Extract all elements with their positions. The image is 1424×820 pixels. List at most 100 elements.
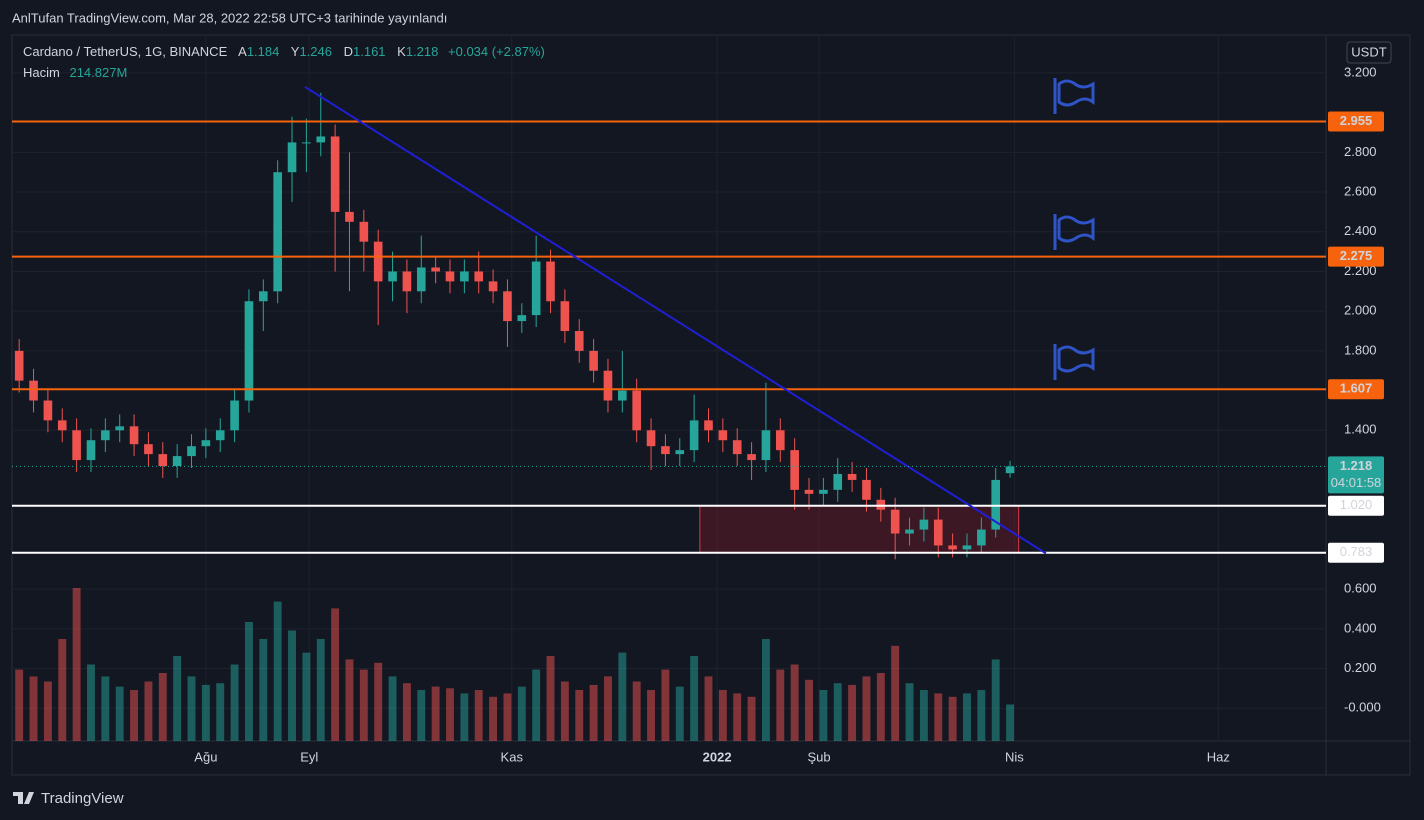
- candle-body: [57, 420, 67, 431]
- x-tick-label: 2022: [703, 749, 732, 764]
- volume-bar: [647, 690, 655, 741]
- volume-bar: [273, 601, 282, 741]
- x-tick-label: Nis: [1005, 749, 1024, 764]
- level-tag: [1328, 495, 1384, 516]
- volume-bar: [331, 608, 340, 741]
- volume-bar: [876, 673, 885, 741]
- level-tag: [1328, 379, 1384, 400]
- brand: TradingView: [41, 790, 124, 807]
- flags: [1053, 78, 1095, 380]
- volume-bar: [704, 676, 713, 741]
- volume-bar: [761, 639, 770, 741]
- candle-body: [215, 430, 225, 441]
- volume-bar: [776, 669, 785, 741]
- candle-body: [632, 390, 641, 431]
- volume-bar: [819, 690, 828, 741]
- candle-body: [345, 211, 354, 222]
- high-value: 1.246: [299, 44, 332, 59]
- volume-bar: [72, 588, 81, 741]
- volume-bar: [747, 696, 756, 741]
- volume-bar: [316, 639, 325, 741]
- volume-bar: [216, 683, 225, 741]
- volume-bar: [546, 656, 555, 741]
- volume-bar: [1006, 704, 1015, 741]
- volume-bar: [589, 684, 598, 741]
- candle-body: [675, 450, 685, 455]
- volume-bar: [245, 622, 253, 741]
- candle-body: [388, 271, 397, 282]
- symbol: Cardano / TetherUS, 1G, BINANCE: [23, 44, 228, 59]
- volume-bar: [805, 679, 813, 741]
- candle-body: [287, 142, 297, 173]
- volume-bar: [517, 686, 526, 741]
- legend-row: Cardano / TetherUS, 1G, BINANCE A1.184 Y…: [23, 44, 545, 59]
- volume-legend: Hacim 214.827M: [23, 65, 127, 80]
- candle-body: [445, 271, 455, 282]
- volume-bar: [575, 690, 584, 741]
- volume-pane: [15, 588, 1015, 741]
- logo-mark: [13, 792, 34, 804]
- currency-box[interactable]: [1346, 41, 1392, 64]
- y-tick-label: -0.000: [1344, 700, 1381, 715]
- zone: [699, 505, 1020, 554]
- low-value: 1.161: [353, 44, 386, 59]
- candle-body: [402, 271, 412, 292]
- panel-border: [11, 34, 1411, 776]
- volume-bar: [374, 662, 383, 741]
- trendline: [304, 85, 1047, 555]
- volume-key: Hacim: [23, 65, 60, 80]
- candle-body: [172, 456, 182, 467]
- volume-bar: [632, 681, 641, 741]
- y-tick-label: 0.400: [1344, 620, 1377, 635]
- candle-body: [302, 142, 311, 144]
- candle-body: [43, 400, 53, 421]
- level-tag: [1328, 246, 1384, 267]
- level-label: 2.275: [1340, 248, 1373, 263]
- y-tick-label: 0.600: [1344, 581, 1377, 596]
- candle-body: [704, 420, 713, 431]
- candle-body: [474, 271, 484, 282]
- candle-body: [101, 430, 110, 441]
- candle-body: [603, 370, 613, 401]
- candle-body: [316, 136, 326, 143]
- volume-bar: [230, 664, 239, 741]
- candle-body: [1005, 466, 1015, 474]
- candle-body: [718, 430, 728, 441]
- volume-bar: [101, 676, 110, 741]
- candles: [14, 92, 1015, 560]
- y-tick-label: 2.200: [1344, 263, 1377, 278]
- y-tick-label: 2.400: [1344, 223, 1377, 238]
- volume-bar: [963, 693, 971, 741]
- currency[interactable]: USDT: [1351, 44, 1386, 59]
- level-tag: [1328, 111, 1384, 132]
- volume-bar: [417, 690, 426, 741]
- candle-body: [862, 479, 871, 500]
- volume-bar: [474, 690, 483, 741]
- volume-bar: [661, 669, 670, 741]
- candle-body: [574, 331, 584, 351]
- volume-bar: [58, 639, 67, 741]
- volume-bar: [991, 659, 1000, 741]
- last-price-tag: [1328, 456, 1384, 494]
- x-tick-label: Kas: [501, 749, 524, 764]
- flag-icon: [1053, 214, 1095, 250]
- y-tick-label: 2.000: [1344, 303, 1377, 318]
- x-tick-label: Eyl: [300, 749, 318, 764]
- x-tick-label: Haz: [1207, 749, 1230, 764]
- change: +0.034 (+2.87%): [448, 44, 545, 59]
- volume-bar: [130, 690, 139, 741]
- overlay: [12, 85, 1326, 555]
- volume-bar: [173, 656, 182, 741]
- candle-body: [359, 221, 369, 242]
- volume-bar: [144, 681, 153, 741]
- volume-bar: [87, 664, 95, 741]
- x-tick-label: Şub: [807, 749, 830, 764]
- open-key: A: [238, 44, 247, 59]
- last-price-label: 1.218: [1340, 458, 1373, 473]
- candle-body: [546, 261, 555, 302]
- close-key: K: [397, 44, 406, 59]
- volume-bar: [718, 690, 727, 741]
- y-tick-label: 2.600: [1344, 183, 1377, 198]
- volume-bar: [187, 676, 196, 741]
